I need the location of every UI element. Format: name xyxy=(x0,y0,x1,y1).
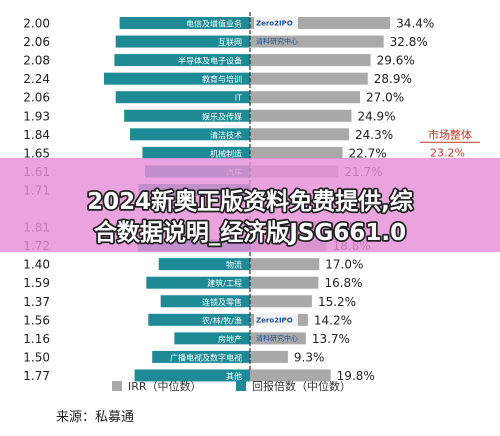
irr-bar xyxy=(250,350,288,363)
irr-bar xyxy=(250,295,312,308)
irr-value-label: 19.8% xyxy=(337,369,375,383)
irr-bar xyxy=(250,35,384,48)
multiple-bar xyxy=(148,313,250,326)
multiple-value-label: 1.59 xyxy=(23,276,50,290)
category-label: 互联网 xyxy=(218,38,242,47)
category-label: 连锁及零售 xyxy=(202,297,242,307)
overlay-text: 2024新奥正版资料免费提供,综 xyxy=(87,188,413,215)
legend-swatch-multiple xyxy=(236,381,246,391)
multiple-bar xyxy=(130,128,250,141)
multiple-value-label: 2.06 xyxy=(23,35,50,49)
irr-value-label: 34.4% xyxy=(396,17,434,31)
multiple-value-label: 1.50 xyxy=(23,350,50,364)
category-label: 广播电视及数字电视 xyxy=(170,352,242,362)
irr-value-label: 9.3% xyxy=(294,350,325,364)
irr-bar xyxy=(250,276,319,289)
irr-value-label: 14.2% xyxy=(314,313,352,327)
multiple-bar xyxy=(174,332,250,345)
irr-bar xyxy=(250,146,343,159)
multiple-bar xyxy=(134,369,250,382)
multiple-bar xyxy=(146,276,250,289)
multiple-bar xyxy=(124,109,250,122)
multiple-value-label: 1.16 xyxy=(23,332,50,346)
watermark-text: Zero2IPO xyxy=(256,316,293,324)
irr-value-label: 27.0% xyxy=(366,91,404,105)
category-label: 清洁技术 xyxy=(210,130,242,140)
multiple-value-label: 1.65 xyxy=(23,146,50,160)
irr-value-label: 15.2% xyxy=(318,295,356,309)
category-label: 房地产 xyxy=(218,334,242,344)
multiple-value-label: 1.40 xyxy=(23,258,50,272)
irr-bar xyxy=(250,109,352,122)
irr-value-label: 32.8% xyxy=(390,35,428,49)
watermark-badge xyxy=(254,313,298,328)
irr-value-label: 28.9% xyxy=(374,72,412,86)
irr-value-label: 16.8% xyxy=(324,276,362,290)
legend-label-irr: IRR（中位数） xyxy=(128,379,202,393)
multiple-bar xyxy=(119,17,250,29)
category-label: 物流 xyxy=(226,260,242,270)
irr-bar xyxy=(250,258,320,271)
irr-bar xyxy=(250,54,371,67)
multiple-value-label: 1.77 xyxy=(23,369,50,383)
category-label: 电信及增值业务 xyxy=(186,19,242,29)
category-label: 半导体及电子设备 xyxy=(178,56,242,66)
multiple-value-label: 1.37 xyxy=(23,295,50,309)
legend-swatch-irr xyxy=(112,381,122,391)
multiple-bar xyxy=(160,295,250,308)
multiple-bar xyxy=(158,258,250,271)
multiple-value-label: 2.08 xyxy=(23,54,50,68)
category-label: 机械制造 xyxy=(210,148,242,158)
category-label: 建筑/工程 xyxy=(207,278,242,288)
reference-value: 23.2% xyxy=(430,146,465,159)
multiple-value-label: 1.84 xyxy=(23,128,50,142)
irr-bar xyxy=(250,369,331,382)
irr-value-label: 29.6% xyxy=(377,54,415,68)
multiple-bar xyxy=(114,54,250,67)
irr-bar xyxy=(250,128,350,141)
multiple-bar xyxy=(142,146,250,159)
legend-label-multiple: 回报倍数（中位数） xyxy=(252,379,351,393)
multiple-value-label: 2.00 xyxy=(23,17,50,31)
overlay-band xyxy=(0,158,500,252)
irr-value-label: 17.0% xyxy=(325,258,363,272)
reference-label: 市场整体 xyxy=(428,127,472,141)
category-label: 农/林/牧/渔 xyxy=(202,315,242,325)
irr-bar xyxy=(250,91,361,104)
multiple-value-label: 2.24 xyxy=(23,72,50,86)
multiple-bar xyxy=(115,91,250,104)
category-label: 娱乐及传媒 xyxy=(202,111,242,121)
irr-value-label: 24.3% xyxy=(355,128,393,142)
multiple-value-label: 1.93 xyxy=(23,109,50,123)
overlay-text: 合数据说明_经济版JSG661.0 xyxy=(94,219,406,246)
source-note: 来源：私募通 xyxy=(56,409,135,424)
irr-value-label: 13.7% xyxy=(312,332,350,346)
category-label: 教育与培训 xyxy=(202,74,242,84)
multiple-bar xyxy=(115,35,250,48)
multiple-bar xyxy=(152,350,250,363)
irr-bar xyxy=(250,72,368,85)
multiple-value-label: 2.06 xyxy=(23,91,50,105)
watermark-text: Zero2IPO xyxy=(256,20,293,28)
irr-bar xyxy=(250,332,306,345)
irr-value-label: 22.7% xyxy=(349,146,387,160)
watermark-text: 清科研究中心 xyxy=(256,333,298,342)
category-label: 其他 xyxy=(226,371,242,381)
watermark-badge xyxy=(254,16,298,31)
multiple-bar xyxy=(103,72,251,85)
watermark-text: 清科研究中心 xyxy=(256,37,298,46)
irr-value-label: 24.9% xyxy=(357,109,395,123)
category-label: IT xyxy=(235,94,242,103)
multiple-value-label: 1.56 xyxy=(23,313,50,327)
